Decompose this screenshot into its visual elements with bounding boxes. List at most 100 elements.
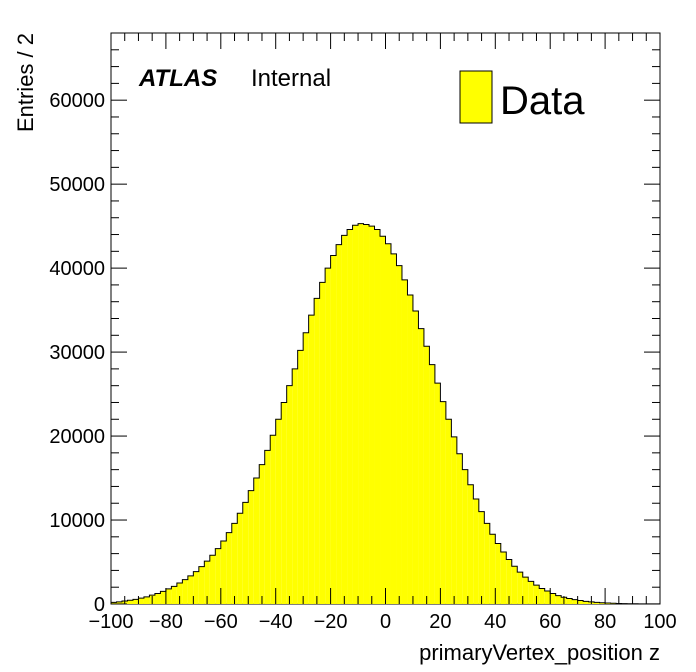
- y-tick-label: 40000: [49, 258, 105, 280]
- atlas-label: ATLAS: [138, 65, 217, 92]
- y-tick-label: 60000: [49, 90, 105, 112]
- histogram-bar: [143, 596, 150, 604]
- histogram-bar: [264, 450, 271, 604]
- histogram-bar: [352, 225, 359, 604]
- x-tick-label: −40: [259, 611, 293, 633]
- histogram-bar: [363, 224, 370, 604]
- histogram-bar: [176, 583, 183, 604]
- histogram-bar: [445, 419, 452, 604]
- histogram-bar: [281, 402, 287, 604]
- histogram-bar: [489, 534, 496, 604]
- histogram-bar: [253, 478, 260, 604]
- histogram-bar: [111, 602, 117, 604]
- histogram-bar: [171, 586, 177, 604]
- histogram-bar: [341, 235, 348, 604]
- histogram-bar: [473, 499, 479, 604]
- histogram-bar: [226, 532, 232, 604]
- histogram-bar: [292, 368, 298, 604]
- histogram-bar: [533, 585, 540, 604]
- histogram-outline: [110, 223, 661, 605]
- x-axis-title: primaryVertex_position z: [419, 640, 660, 665]
- histogram-bar: [528, 581, 534, 604]
- histogram-bar: [506, 559, 512, 604]
- x-axis-ticks: [110, 33, 661, 604]
- histogram-bar: [401, 279, 408, 604]
- x-tick-label: 40: [484, 611, 506, 633]
- x-tick-label: −80: [149, 611, 183, 633]
- y-axis-tick-labels: 0 10000 20000 30000 40000 50000 60000: [49, 90, 105, 616]
- histogram-bar: [259, 464, 265, 604]
- histogram-bar: [495, 543, 501, 604]
- legend: Data: [459, 70, 585, 124]
- legend-label: Data: [500, 79, 585, 123]
- histogram-bar: [407, 294, 413, 604]
- histogram-bar: [193, 571, 199, 604]
- x-tick-label: 20: [429, 611, 451, 633]
- histogram-bar: [303, 332, 309, 604]
- histogram-bar: [599, 602, 606, 604]
- histogram-bar: [500, 551, 507, 604]
- histogram-bar: [550, 593, 556, 604]
- histogram-bar: [412, 310, 419, 604]
- histogram-bar: [308, 315, 315, 604]
- histogram-bar: [572, 599, 578, 604]
- histogram-bar: [369, 226, 375, 604]
- histogram-bar: [209, 555, 216, 604]
- histogram-bar: [390, 253, 397, 604]
- histogram-bar: [242, 502, 249, 604]
- histogram-bar: [286, 385, 293, 604]
- y-axis-ticks: [111, 32, 660, 605]
- histogram-bar: [456, 453, 463, 604]
- y-tick-label: 50000: [49, 174, 105, 196]
- histogram-bar: [336, 244, 342, 604]
- histogram-bar: [434, 383, 441, 604]
- histogram-bar: [544, 590, 551, 604]
- histogram-bar: [418, 328, 424, 604]
- histogram-bar: [165, 588, 172, 604]
- histogram-bar: [248, 490, 254, 604]
- histogram-bars: [110, 223, 661, 605]
- histogram-bar: [237, 513, 243, 604]
- histogram-bar: [583, 601, 589, 604]
- histogram-bar: [314, 298, 320, 604]
- x-tick-label: 0: [380, 611, 391, 633]
- histogram-bar: [577, 600, 584, 604]
- histogram-bar: [275, 419, 282, 604]
- histogram-bar: [566, 598, 573, 604]
- histogram-bar: [478, 511, 485, 604]
- histogram-bar: [380, 236, 386, 605]
- histogram-bar: [270, 435, 276, 604]
- histogram-bar: [385, 243, 391, 604]
- internal-label: Internal: [251, 65, 331, 92]
- histogram-bar: [330, 255, 337, 604]
- histogram-bar: [319, 282, 326, 604]
- x-axis-tick-labels: −100 −80 −60 −40 −20 0 20 40 60 80 100: [88, 611, 676, 633]
- histogram-bar: [467, 484, 474, 604]
- x-tick-label: 100: [643, 611, 676, 633]
- histogram-bar: [396, 265, 402, 604]
- histogram-bar: [127, 600, 133, 604]
- histogram-bar: [522, 577, 529, 604]
- histogram-bar: [440, 401, 446, 604]
- histogram-bar: [358, 223, 364, 605]
- histogram-bar: [484, 523, 490, 604]
- y-tick-label: 10000: [49, 510, 105, 532]
- x-tick-label: −100: [88, 611, 133, 633]
- histogram-bar: [160, 591, 166, 604]
- histogram-bar: [154, 593, 161, 604]
- histogram-bar: [116, 601, 122, 604]
- x-tick-label: −60: [204, 611, 238, 633]
- histogram-bar: [132, 599, 139, 604]
- x-tick-label: 60: [539, 611, 561, 633]
- histogram-bar: [429, 364, 435, 604]
- histogram-bar: [215, 548, 221, 604]
- y-tick-label: 0: [94, 594, 105, 616]
- histogram-bar: [462, 469, 468, 604]
- histogram-bar: [182, 579, 188, 604]
- histogram-bar: [220, 541, 227, 604]
- histogram-bar: [138, 598, 144, 604]
- histogram-bar: [423, 346, 430, 604]
- y-axis-title: Entries / 2: [13, 33, 38, 132]
- histogram-bar: [451, 436, 457, 604]
